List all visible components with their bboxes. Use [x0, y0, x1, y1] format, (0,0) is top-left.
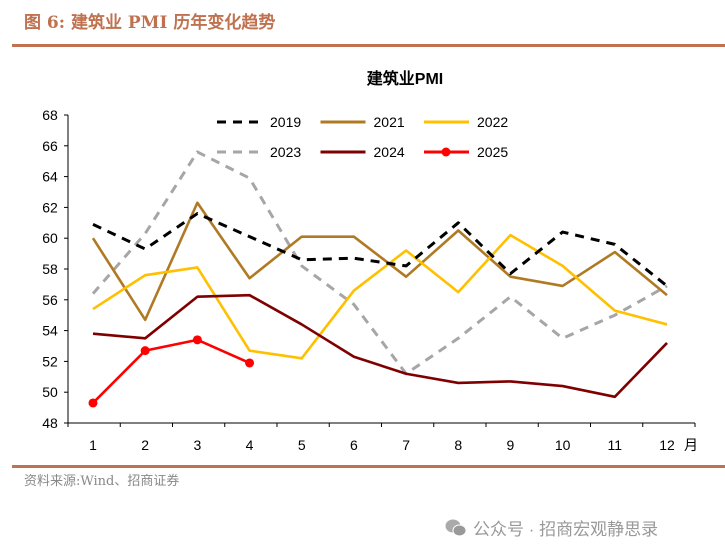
x-tick-label: 2	[141, 437, 149, 453]
x-tick-label: 9	[507, 437, 515, 453]
data-point-2025	[192, 335, 202, 345]
y-tick-label: 66	[42, 138, 58, 154]
x-tick-label: 12	[659, 437, 675, 453]
y-tick-label: 54	[42, 323, 58, 339]
footer-divider	[12, 465, 725, 468]
x-tick-label: 11	[608, 437, 623, 453]
x-tick-label: 1	[89, 437, 97, 453]
watermark: 公众号 · 招商宏观静思录	[445, 515, 658, 540]
chart-title: 建筑业PMI	[367, 69, 443, 88]
y-tick-label: 50	[42, 384, 58, 400]
series-line-2025	[92, 338, 251, 404]
watermark-text: 公众号 · 招商宏观静思录	[473, 520, 659, 539]
y-tick-label: 52	[42, 353, 58, 369]
wechat-icon	[445, 519, 467, 536]
x-tick-label: 3	[193, 437, 201, 453]
legend-label-2025: 2025	[477, 144, 508, 160]
y-tick-label: 62	[42, 199, 58, 215]
legend-label-2019: 2019	[270, 114, 301, 130]
y-tick-label: 48	[42, 415, 58, 431]
series-line-2024	[92, 293, 668, 399]
y-tick-label: 58	[42, 261, 58, 277]
figure-title: 图 6: 建筑业 PMI 历年变化趋势	[24, 13, 276, 33]
x-tick-label: 4	[246, 437, 254, 453]
x-tick-label: 7	[402, 437, 410, 453]
x-tick-label: 10	[555, 437, 571, 453]
legend-label-2022: 2022	[477, 114, 508, 130]
series-line-2021	[91, 201, 668, 322]
data-point-2025	[140, 346, 150, 356]
legend-marker-2025	[441, 147, 451, 157]
header-divider	[12, 44, 725, 47]
series-line-2022	[92, 233, 668, 360]
y-tick-label: 68	[42, 107, 58, 123]
y-tick-label: 64	[42, 169, 58, 185]
x-tick-label: 5	[298, 437, 306, 453]
series-line-2023	[91, 150, 668, 376]
y-tick-label: 56	[42, 292, 58, 308]
x-tick-label: 8	[454, 437, 462, 453]
source-note: 资料来源:Wind、招商证券	[24, 474, 180, 489]
x-tick-label: 6	[350, 437, 358, 453]
data-point-2025	[245, 358, 255, 368]
y-tick-label: 60	[42, 230, 58, 246]
x-axis-label: 月	[684, 437, 698, 453]
legend-label-2024: 2024	[374, 144, 405, 160]
data-point-2025	[88, 398, 98, 408]
legend-label-2023: 2023	[270, 144, 301, 160]
legend-label-2021: 2021	[374, 114, 405, 130]
